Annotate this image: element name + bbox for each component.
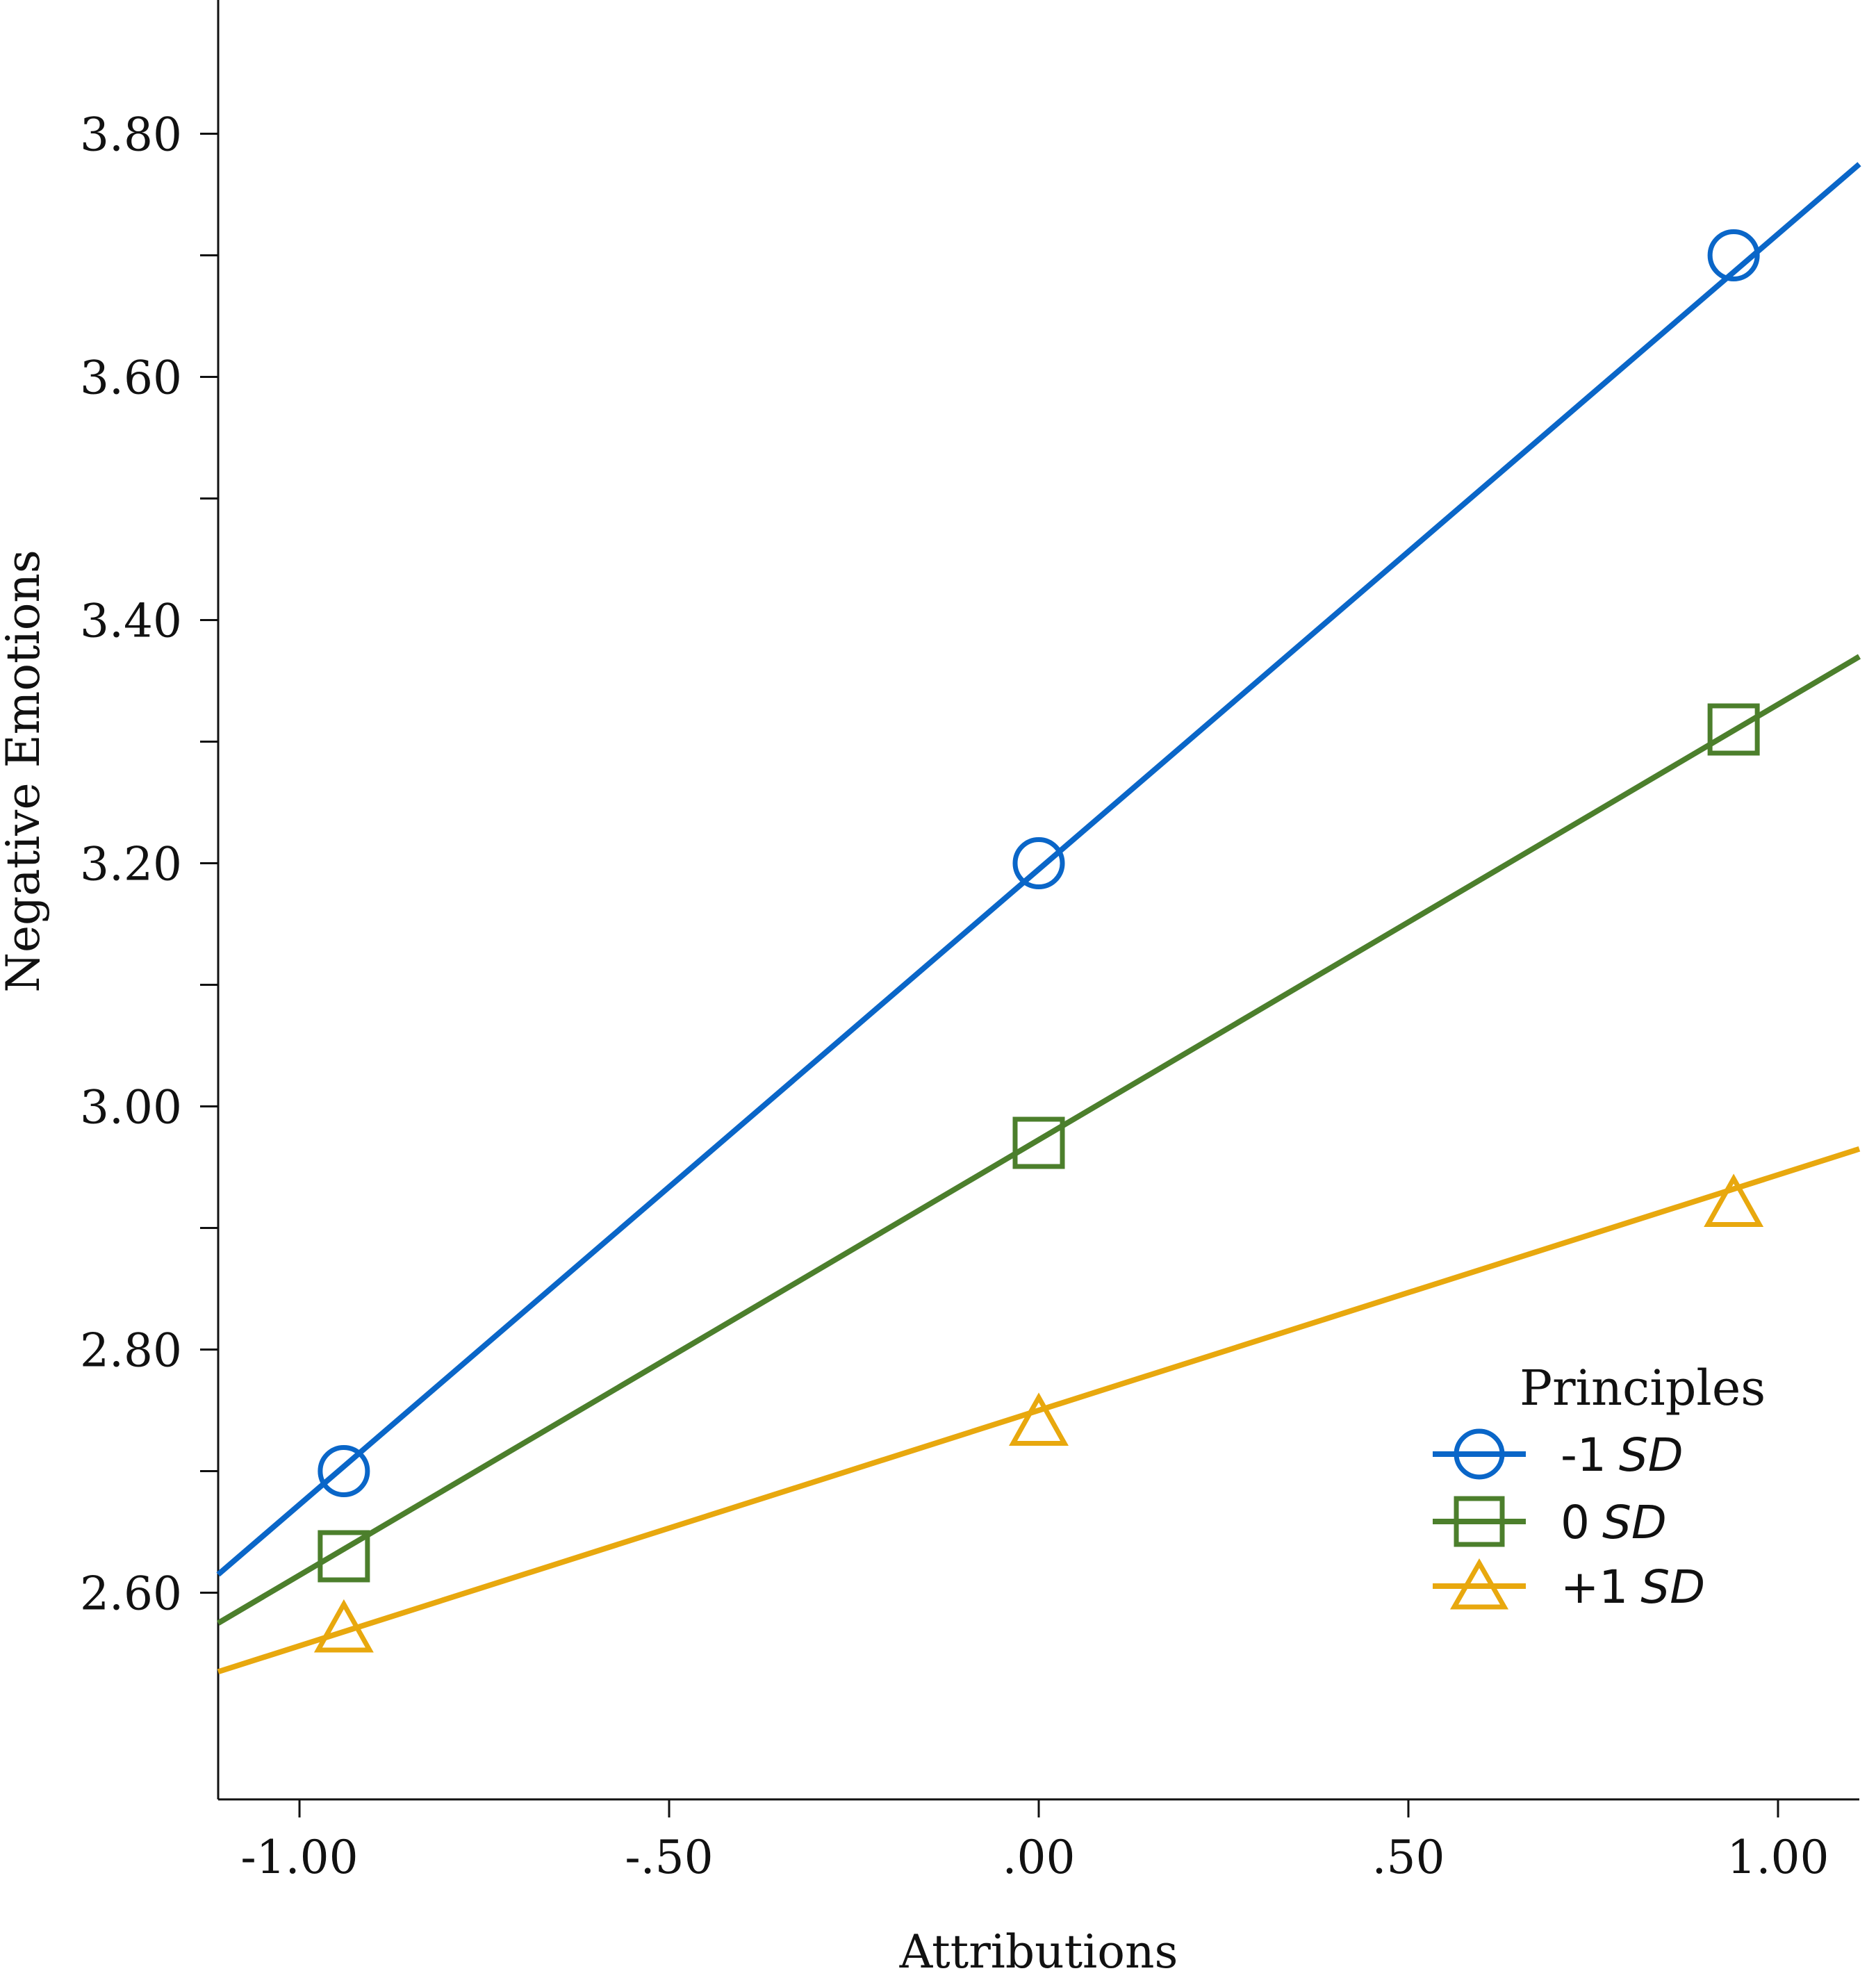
series-line-circle [216,162,1861,1577]
x-tick-label: .00 [1003,1831,1076,1884]
x-tick-label: -.50 [625,1831,713,1884]
y-tick-label: 2.80 [80,1324,182,1378]
y-tick-label: 3.80 [80,108,182,162]
data-point-square [1707,703,1760,756]
legend-label-0-sd: 0 SD [1561,1496,1667,1549]
x-tick-label: 1.00 [1727,1831,1829,1884]
y-tick-label: 3.60 [80,352,182,405]
series-line-square [216,654,1861,1626]
y-tick-label: 2.60 [80,1567,182,1621]
data-point-circle [318,1445,370,1497]
legend-item-plus1-sd: +1 SD [1433,1558,1705,1614]
legend-label-prefix: 0 [1561,1496,1590,1549]
series-markers [313,229,1764,1653]
series-lines [216,162,1861,1675]
legend-label-sd: SD [1640,1560,1705,1614]
data-point-square [318,1530,370,1583]
y-tick-label: 3.00 [80,1081,182,1135]
legend-square-marker [1454,1496,1505,1547]
legend-title: Principles [1520,1360,1766,1417]
legend-label-minus1-sd: -1 SD [1561,1428,1684,1482]
legend-label-prefix: +1 [1561,1560,1628,1614]
y-ticks: 2.60 2.80 3.00 3.20 3.40 3.60 3.80 [80,108,218,1621]
x-axis-label: Attributions [899,1925,1178,1971]
data-point-circle [1707,229,1760,281]
legend-label-sd: SD [1602,1496,1667,1549]
legend-label-plus1-sd: +1 SD [1561,1560,1705,1614]
y-axis-label: Negative Emotions [0,550,50,993]
legend-triangle-marker [1449,1558,1509,1610]
data-point-triangle [1704,1173,1764,1227]
legend-label-sd: SD [1619,1428,1684,1482]
x-tick-label: .50 [1372,1831,1445,1884]
legend-item-minus1-sd: -1 SD [1433,1428,1684,1482]
legend: Principles -1 SD 0 SD +1 SD [1433,1360,1766,1614]
legend-label-prefix: -1 [1561,1428,1606,1482]
x-tick-label: -1.00 [240,1831,358,1884]
data-point-circle [1012,837,1065,889]
series-line-triangle [217,1146,1861,1675]
y-tick-label: 3.40 [80,595,182,648]
x-ticks: -1.00 -.50 .00 .50 1.00 [240,1799,1829,1884]
legend-circle-marker [1454,1428,1505,1480]
data-point-triangle [313,1599,374,1653]
legend-item-0-sd: 0 SD [1433,1496,1667,1549]
y-tick-label: 3.20 [80,838,182,891]
data-point-square [1012,1116,1065,1169]
data-point-triangle [1009,1392,1069,1446]
